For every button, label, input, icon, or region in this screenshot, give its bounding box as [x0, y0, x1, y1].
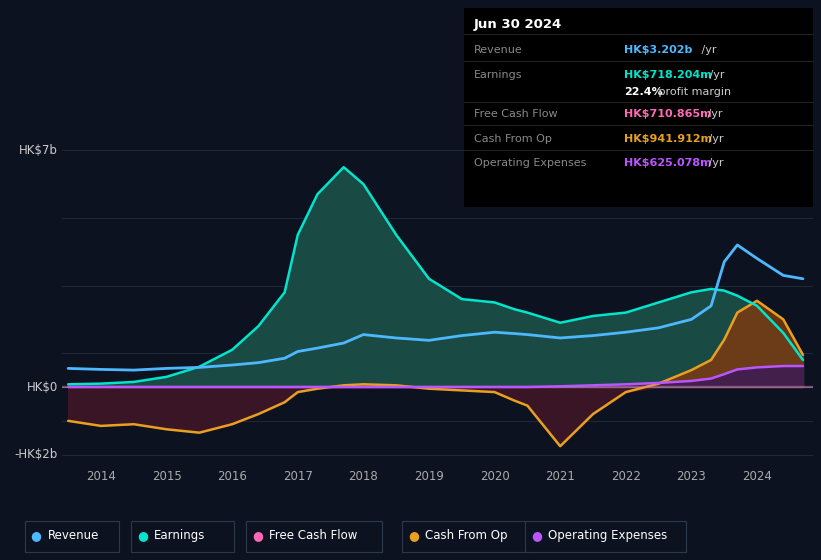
Text: Revenue: Revenue	[474, 45, 522, 55]
Text: ●: ●	[30, 529, 42, 543]
Text: /yr: /yr	[705, 133, 724, 143]
Text: HK$718.204m: HK$718.204m	[624, 70, 712, 80]
Text: HK$625.078m: HK$625.078m	[624, 158, 712, 168]
Text: /yr: /yr	[705, 158, 724, 168]
Text: 22.4%: 22.4%	[624, 87, 663, 97]
Text: -HK$2b: -HK$2b	[15, 448, 57, 461]
Text: ●: ●	[137, 529, 149, 543]
Text: /yr: /yr	[704, 109, 723, 119]
Text: Free Cash Flow: Free Cash Flow	[474, 109, 557, 119]
Text: /yr: /yr	[706, 70, 725, 80]
Text: /yr: /yr	[698, 45, 717, 55]
Text: Earnings: Earnings	[154, 529, 206, 543]
Text: ●: ●	[408, 529, 420, 543]
Text: Free Cash Flow: Free Cash Flow	[269, 529, 358, 543]
Text: Cash From Op: Cash From Op	[425, 529, 507, 543]
Text: HK$0: HK$0	[26, 380, 57, 394]
Text: Operating Expenses: Operating Expenses	[474, 158, 586, 168]
Text: HK$3.202b: HK$3.202b	[624, 45, 692, 55]
Text: HK$710.865m: HK$710.865m	[624, 109, 712, 119]
Text: Operating Expenses: Operating Expenses	[548, 529, 667, 543]
Text: profit margin: profit margin	[655, 87, 732, 97]
Text: ●: ●	[531, 529, 543, 543]
Text: ●: ●	[252, 529, 264, 543]
Text: HK$941.912m: HK$941.912m	[624, 133, 712, 143]
Text: Cash From Op: Cash From Op	[474, 133, 552, 143]
Text: Jun 30 2024: Jun 30 2024	[474, 17, 562, 31]
Text: Earnings: Earnings	[474, 70, 522, 80]
Text: Revenue: Revenue	[48, 529, 99, 543]
Text: HK$7b: HK$7b	[19, 144, 57, 157]
